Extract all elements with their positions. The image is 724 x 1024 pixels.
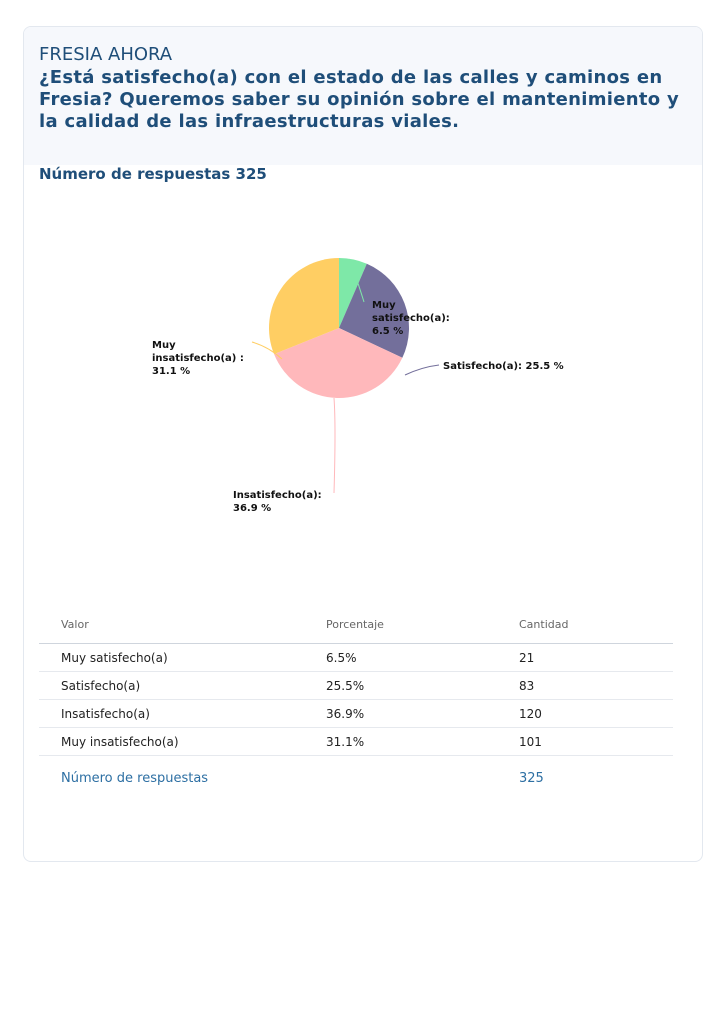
survey-card: FRESIA AHORA ¿Está satisfecho(a) con el …: [23, 26, 703, 862]
cell-valor: Muy satisfecho(a): [39, 643, 325, 672]
cell-cantidad: 83: [518, 671, 673, 700]
cell-valor: Satisfecho(a): [39, 671, 325, 700]
results-table: Valor Porcentaje Cantidad Muy satisfecho…: [39, 605, 673, 800]
pie-chart: Satisfecho(a): 25.5 % Muy satisfecho(a): 6.…: [152, 258, 564, 514]
table-row: Satisfecho(a) 25.5% 83: [39, 671, 673, 700]
leader-line-2: [404, 364, 440, 376]
pie-label-4: Muy insatisfecho(a) :31.1 %: [152, 340, 244, 377]
column-header-cantidad: Cantidad: [518, 605, 673, 644]
pie-label-2: Satisfecho(a): 25.5 %: [443, 361, 564, 372]
total-value: 325: [519, 770, 544, 786]
leader-line-3: [333, 397, 336, 494]
pie-slice-2: [339, 263, 409, 358]
leader-line-1: [348, 258, 365, 303]
cell-cantidad: 101: [518, 727, 673, 756]
cell-cantidad: 21: [518, 643, 673, 672]
pie-label-1: Muy satisfecho(a): 6.5 %: [372, 300, 450, 337]
responses-count: Número de respuestas 325: [39, 165, 267, 183]
brand-title: FRESIA AHORA: [39, 44, 173, 65]
pie-slice-1: [339, 258, 367, 328]
leader-line-4: [251, 341, 283, 360]
cell-porcentaje: 36.9%: [325, 699, 518, 728]
total-row: Número de respuestas 325: [39, 756, 673, 801]
column-header-porcentaje: Porcentaje: [325, 605, 518, 644]
cell-porcentaje: 6.5%: [325, 643, 518, 672]
pie-slice-4: [269, 258, 339, 355]
cell-valor: Muy insatisfecho(a): [39, 727, 325, 756]
cell-porcentaje: 25.5%: [325, 671, 518, 700]
pie-label-3: Insatisfecho(a): 36.9 %: [233, 490, 322, 514]
table-header-row: Valor Porcentaje Cantidad: [39, 605, 673, 644]
pie-slice-3: [274, 328, 403, 398]
cell-porcentaje: 31.1%: [325, 727, 518, 756]
table-row: Muy satisfecho(a) 6.5% 21: [39, 643, 673, 672]
table-row: Insatisfecho(a) 36.9% 120: [39, 699, 673, 728]
total-label: Número de respuestas: [61, 770, 209, 786]
survey-question: ¿Está satisfecho(a) con el estado de las…: [39, 67, 680, 132]
column-header-valor: Valor: [39, 605, 325, 644]
total-spacer: [325, 756, 518, 801]
survey-header: FRESIA AHORA ¿Está satisfecho(a) con el …: [24, 27, 702, 183]
cell-cantidad: 120: [518, 699, 673, 728]
cell-valor: Insatisfecho(a): [39, 699, 325, 728]
table-row: Muy insatisfecho(a) 31.1% 101: [39, 727, 673, 756]
